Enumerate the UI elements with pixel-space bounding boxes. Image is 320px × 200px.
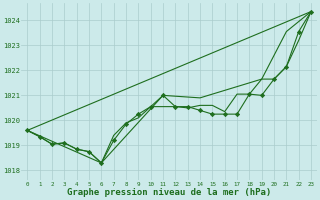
X-axis label: Graphe pression niveau de la mer (hPa): Graphe pression niveau de la mer (hPa) <box>67 188 271 197</box>
